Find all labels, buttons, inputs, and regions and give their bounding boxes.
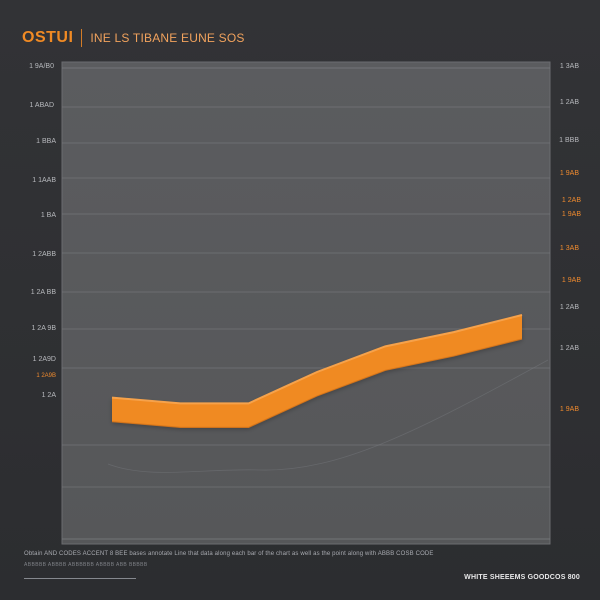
left-tick-label: 1 9A/B0	[29, 63, 54, 70]
right-tick-label: 1 2AB	[560, 345, 579, 352]
right-tick-label: 1 9AB	[560, 170, 579, 177]
right-tick-label: 1 BBB	[559, 137, 579, 144]
left-tick-label: 1 ABAD	[29, 102, 54, 109]
chart-header: OSTUI INE LS TIBANE EUNE SOS	[22, 26, 245, 50]
left-tick-label: 1 1AAB	[32, 177, 56, 184]
faint-background-line	[107, 359, 549, 473]
right-tick-label: 1 9AB	[562, 211, 581, 218]
footer-small-text: ABBBBB ABBBB ABBBBBB ABBBB ABB BBBBB	[24, 562, 148, 568]
left-tick-label: 1 2A BB	[31, 289, 57, 296]
series-layer	[107, 314, 549, 473]
right-tick-label: 1 9AB	[560, 406, 579, 413]
header-divider	[81, 29, 83, 47]
left-tick-label: 1 2ABB	[32, 251, 56, 258]
left-tick-label: 1 2A9B	[36, 373, 56, 379]
footer-caption: Obtain AND CODES ACCENT 8 BEE bases anno…	[24, 551, 434, 557]
right-axis: 1 3AB 1 2AB 1 BBB 1 9AB 1 2AB 1 9AB 1 3AB 1 9AB…	[559, 63, 581, 413]
brand-label: OSTUI	[22, 29, 74, 46]
chart-title: INE LS TIBANE EUNE SOS	[90, 31, 245, 45]
line-series-top-edge	[111, 314, 523, 405]
right-tick-label: 1 2AB	[562, 197, 581, 204]
right-tick-label: 1 2AB	[560, 304, 579, 311]
plot-background	[61, 61, 551, 545]
right-tick-label: 1 3AB	[560, 63, 579, 70]
left-tick-label: 1 2A9D	[33, 356, 56, 363]
left-tick-label: 1 BA	[41, 212, 57, 219]
left-axis: 1 9A/B0 1 ABAD 1 BBA 1 1AAB 1 BA 1 2ABB 1 2A B…	[29, 63, 56, 399]
grid-lines	[62, 67, 550, 540]
left-tick-label: 1 BBA	[36, 138, 56, 145]
footer-right-label: WHITE SHEEEMS GOODCOS 800	[464, 574, 580, 581]
line-series-band	[112, 315, 522, 428]
footer-line	[24, 578, 136, 579]
left-tick-label: 1 2A 9B	[31, 325, 56, 332]
plot-area	[61, 61, 551, 545]
right-tick-label: 1 9AB	[562, 277, 581, 284]
right-tick-label: 1 2AB	[560, 99, 579, 106]
left-tick-label: 1 2A	[42, 392, 57, 399]
line-series-bottom-edge	[111, 338, 523, 428]
right-tick-label: 1 3AB	[560, 245, 579, 252]
